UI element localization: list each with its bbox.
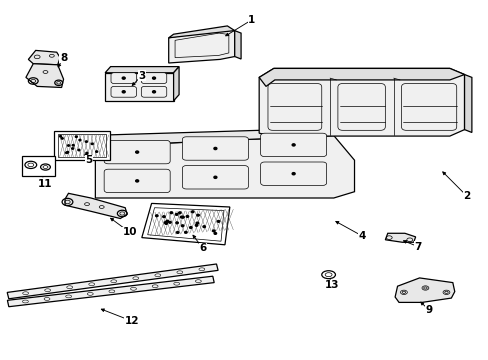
Circle shape — [176, 231, 179, 233]
Circle shape — [214, 176, 217, 178]
Circle shape — [96, 151, 98, 152]
FancyBboxPatch shape — [111, 73, 136, 84]
Text: 13: 13 — [325, 280, 339, 290]
Polygon shape — [22, 156, 55, 176]
Circle shape — [195, 224, 198, 226]
Circle shape — [175, 213, 178, 215]
Circle shape — [85, 141, 87, 142]
Circle shape — [164, 222, 167, 224]
Polygon shape — [394, 278, 454, 302]
Polygon shape — [142, 203, 229, 245]
Circle shape — [163, 216, 165, 217]
Circle shape — [67, 145, 69, 146]
Polygon shape — [385, 233, 415, 242]
Circle shape — [182, 216, 184, 218]
Circle shape — [184, 231, 187, 233]
Circle shape — [135, 180, 139, 182]
Text: 3: 3 — [138, 71, 145, 81]
Circle shape — [164, 222, 166, 224]
Polygon shape — [168, 29, 234, 63]
Text: 5: 5 — [85, 155, 92, 165]
Circle shape — [61, 138, 63, 139]
Polygon shape — [7, 276, 214, 307]
FancyBboxPatch shape — [111, 86, 136, 97]
FancyBboxPatch shape — [182, 137, 248, 160]
Circle shape — [214, 233, 216, 234]
Circle shape — [85, 154, 87, 156]
Polygon shape — [105, 67, 179, 73]
Circle shape — [203, 226, 205, 228]
Circle shape — [135, 151, 139, 153]
Polygon shape — [65, 193, 127, 219]
Text: 2: 2 — [463, 191, 469, 201]
Circle shape — [67, 152, 69, 153]
Circle shape — [79, 139, 81, 141]
Circle shape — [170, 212, 172, 213]
Polygon shape — [234, 31, 241, 59]
Text: 4: 4 — [357, 231, 365, 241]
FancyBboxPatch shape — [104, 169, 170, 193]
FancyBboxPatch shape — [401, 84, 456, 130]
FancyBboxPatch shape — [267, 84, 321, 130]
Circle shape — [122, 77, 125, 79]
Text: 6: 6 — [199, 243, 206, 253]
Circle shape — [86, 152, 88, 154]
FancyBboxPatch shape — [337, 84, 385, 130]
Polygon shape — [7, 264, 218, 299]
Circle shape — [189, 227, 192, 229]
Polygon shape — [95, 135, 354, 198]
Circle shape — [178, 212, 181, 214]
Polygon shape — [54, 131, 110, 160]
Circle shape — [72, 148, 74, 149]
Circle shape — [180, 216, 183, 218]
Circle shape — [197, 214, 199, 216]
Circle shape — [196, 222, 198, 224]
FancyBboxPatch shape — [104, 140, 170, 164]
Polygon shape — [105, 73, 173, 101]
Polygon shape — [26, 64, 63, 87]
Circle shape — [214, 148, 217, 150]
Circle shape — [186, 216, 188, 217]
Circle shape — [65, 152, 67, 153]
Circle shape — [292, 172, 295, 175]
Circle shape — [176, 222, 178, 224]
Polygon shape — [95, 128, 342, 146]
Text: 9: 9 — [425, 305, 432, 315]
Circle shape — [181, 225, 183, 227]
Polygon shape — [175, 33, 228, 58]
Text: 11: 11 — [38, 179, 52, 189]
Polygon shape — [259, 68, 464, 136]
Circle shape — [155, 215, 158, 217]
Polygon shape — [464, 75, 471, 132]
FancyBboxPatch shape — [141, 73, 166, 84]
FancyBboxPatch shape — [141, 86, 166, 97]
Circle shape — [152, 91, 155, 93]
Polygon shape — [259, 68, 464, 86]
Circle shape — [166, 220, 168, 222]
Text: 12: 12 — [124, 316, 139, 326]
Circle shape — [91, 143, 93, 144]
Text: 10: 10 — [122, 227, 137, 237]
FancyBboxPatch shape — [260, 133, 326, 157]
Circle shape — [217, 220, 219, 222]
Circle shape — [60, 136, 61, 137]
Polygon shape — [28, 50, 60, 65]
FancyBboxPatch shape — [260, 162, 326, 185]
FancyBboxPatch shape — [182, 166, 248, 189]
Circle shape — [212, 230, 215, 232]
Circle shape — [168, 221, 171, 223]
Text: 1: 1 — [248, 15, 255, 25]
Polygon shape — [168, 26, 234, 38]
Circle shape — [78, 149, 80, 151]
Circle shape — [292, 144, 295, 146]
Text: 7: 7 — [413, 242, 421, 252]
Text: 8: 8 — [60, 53, 67, 63]
Circle shape — [152, 77, 155, 79]
Polygon shape — [173, 67, 179, 101]
Circle shape — [72, 145, 74, 146]
Circle shape — [122, 91, 125, 93]
Circle shape — [191, 211, 194, 213]
Circle shape — [75, 136, 77, 138]
